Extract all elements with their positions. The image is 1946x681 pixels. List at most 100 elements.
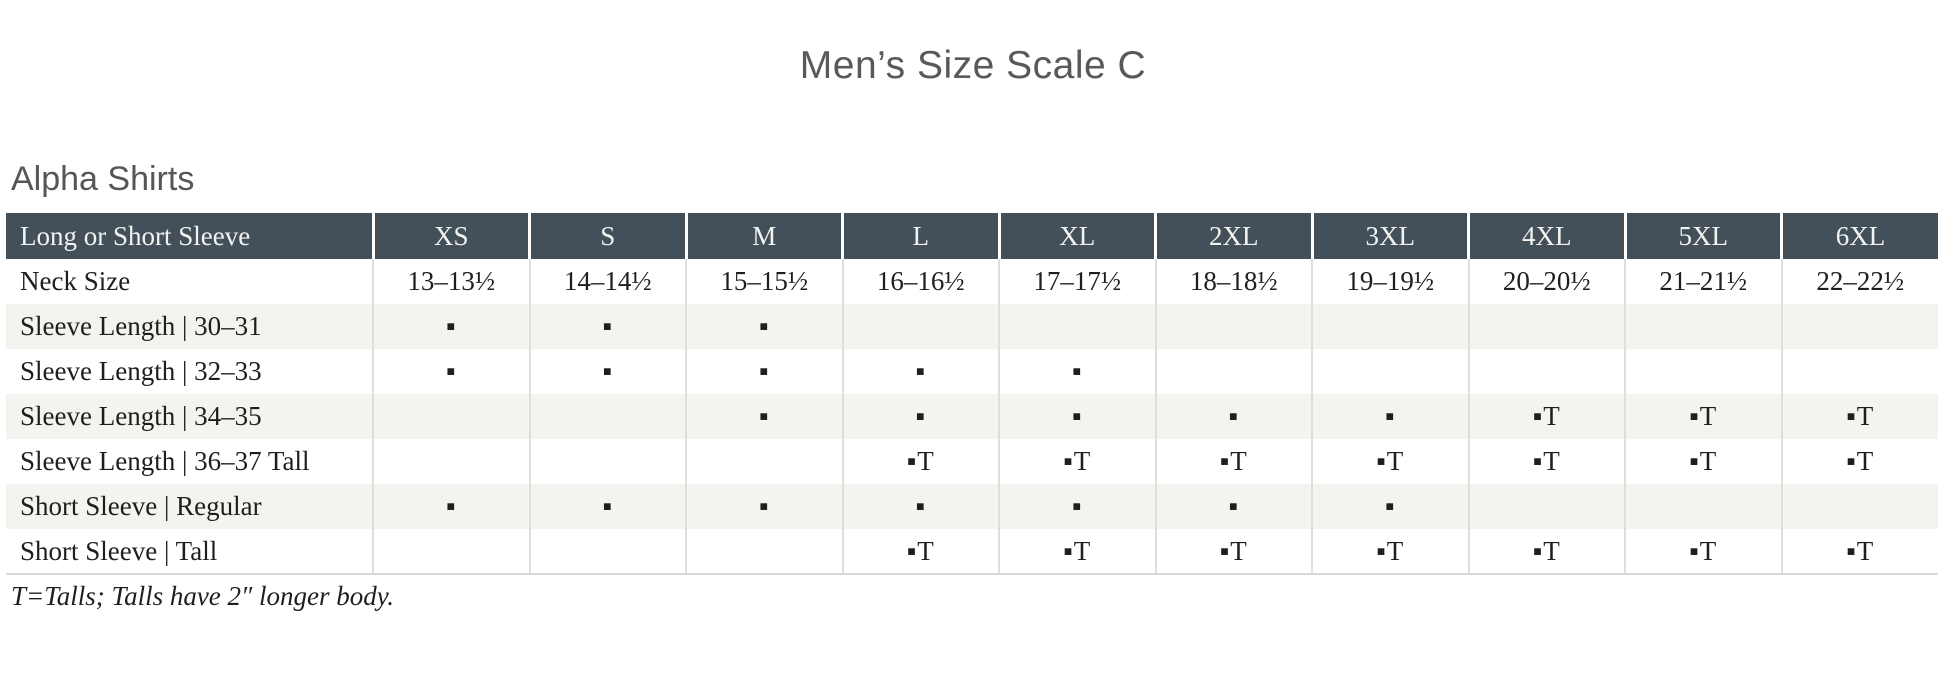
availability-mark-cell: ▪ bbox=[372, 304, 530, 349]
size-value-cell bbox=[372, 439, 530, 484]
row-label: Sleeve Length | 32–33 bbox=[6, 349, 373, 394]
availability-mark-cell: ▪ bbox=[841, 394, 999, 439]
availability-mark-cell: ▪ bbox=[685, 484, 843, 529]
size-value-cell bbox=[998, 304, 1156, 349]
row-label: Neck Size bbox=[6, 259, 373, 304]
header-cell-xs: XS bbox=[371, 213, 530, 259]
footnote: T=Talls; Talls have 2″ longer body. bbox=[11, 581, 395, 611]
availability-mark-cell: ▪T bbox=[1154, 439, 1312, 484]
size-value-cell bbox=[1154, 349, 1312, 394]
availability-mark-cell: ▪T bbox=[1780, 529, 1938, 575]
size-value-cell bbox=[685, 439, 843, 484]
size-value-cell: 15–15½ bbox=[685, 259, 843, 304]
size-value-cell bbox=[685, 529, 843, 575]
availability-mark-cell: ▪ bbox=[998, 394, 1156, 439]
size-value-cell bbox=[528, 394, 686, 439]
size-value-cell: 13–13½ bbox=[372, 259, 530, 304]
size-value-cell bbox=[372, 394, 530, 439]
availability-mark-cell: ▪T bbox=[841, 529, 999, 575]
table-row-sleeve-length-34-35: Sleeve Length | 34–35 ▪ ▪ ▪ ▪ ▪ ▪T ▪T ▪T bbox=[6, 394, 1938, 439]
size-value-cell bbox=[1780, 349, 1938, 394]
size-value-cell bbox=[1467, 484, 1625, 529]
header-cell-3xl: 3XL bbox=[1310, 213, 1469, 259]
availability-mark-cell: ▪ bbox=[685, 394, 843, 439]
header-cell-long-or-short-sleeve: Long or Short Sleeve bbox=[6, 213, 373, 259]
size-value-cell bbox=[1624, 484, 1782, 529]
availability-mark-cell: ▪T bbox=[1311, 439, 1469, 484]
size-value-cell bbox=[1154, 304, 1312, 349]
availability-mark-cell: ▪ bbox=[1154, 394, 1312, 439]
availability-mark-cell: ▪ bbox=[841, 484, 999, 529]
row-label: Short Sleeve | Regular bbox=[6, 484, 373, 529]
size-value-cell bbox=[1467, 349, 1625, 394]
availability-mark-cell: ▪T bbox=[1467, 439, 1625, 484]
header-cell-xl: XL bbox=[997, 213, 1156, 259]
section-heading-alpha-shirts: Alpha Shirts bbox=[11, 160, 195, 198]
size-value-cell bbox=[1624, 304, 1782, 349]
availability-mark-cell: ▪T bbox=[1311, 529, 1469, 575]
size-value-cell: 14–14½ bbox=[528, 259, 686, 304]
availability-mark-cell: ▪ bbox=[528, 304, 686, 349]
availability-mark-cell: ▪ bbox=[528, 349, 686, 394]
header-cell-6xl: 6XL bbox=[1780, 213, 1938, 259]
availability-mark-cell: ▪ bbox=[1311, 484, 1469, 529]
row-label: Short Sleeve | Tall bbox=[6, 529, 373, 575]
availability-mark-cell: ▪T bbox=[1154, 529, 1312, 575]
size-value-cell bbox=[1624, 349, 1782, 394]
availability-mark-cell: ▪T bbox=[998, 529, 1156, 575]
table-header-row: Long or Short Sleeve XS S M L XL 2XL 3XL 4XL 5XL 6… bbox=[6, 213, 1938, 259]
availability-mark-cell: ▪T bbox=[1624, 529, 1782, 575]
availability-mark-cell: ▪T bbox=[1467, 394, 1625, 439]
size-value-cell: 20–20½ bbox=[1467, 259, 1625, 304]
header-cell-s: S bbox=[528, 213, 686, 259]
row-label: Sleeve Length | 30–31 bbox=[6, 304, 373, 349]
size-value-cell bbox=[841, 304, 999, 349]
size-value-cell: 21–21½ bbox=[1624, 259, 1782, 304]
availability-mark-cell: ▪ bbox=[841, 349, 999, 394]
availability-mark-cell: ▪T bbox=[841, 439, 999, 484]
row-label: Sleeve Length | 34–35 bbox=[6, 394, 373, 439]
page-title: Men’s Size Scale C bbox=[799, 44, 1147, 87]
header-cell-l: L bbox=[841, 213, 999, 259]
size-value-cell bbox=[372, 529, 530, 575]
size-value-cell bbox=[1780, 484, 1938, 529]
table-row-short-sleeve-tall: Short Sleeve | Tall ▪T ▪T ▪T ▪T ▪T ▪T ▪T bbox=[6, 529, 1938, 575]
availability-mark-cell: ▪ bbox=[685, 349, 843, 394]
size-value-cell bbox=[528, 439, 686, 484]
availability-mark-cell: ▪ bbox=[528, 484, 686, 529]
size-value-cell bbox=[1467, 304, 1625, 349]
table-row-sleeve-length-32-33: Sleeve Length | 32–33 ▪ ▪ ▪ ▪ ▪ bbox=[6, 349, 1938, 394]
size-value-cell bbox=[1780, 304, 1938, 349]
size-value-cell bbox=[1311, 304, 1469, 349]
size-value-cell bbox=[1311, 349, 1469, 394]
table-row-neck-size: Neck Size 13–13½ 14–14½ 15–15½ 16–16½ 17–17½ 1… bbox=[6, 259, 1938, 304]
availability-mark-cell: ▪T bbox=[998, 439, 1156, 484]
size-value-cell bbox=[528, 529, 686, 575]
availability-mark-cell: ▪ bbox=[372, 349, 530, 394]
header-cell-2xl: 2XL bbox=[1154, 213, 1312, 259]
availability-mark-cell: ▪T bbox=[1624, 394, 1782, 439]
alpha-shirts-size-table: Long or Short Sleeve XS S M L XL 2XL 3XL 4XL 5XL 6… bbox=[6, 213, 1938, 575]
table-row-sleeve-length-30-31: Sleeve Length | 30–31 ▪ ▪ ▪ bbox=[6, 304, 1938, 349]
table-row-short-sleeve-regular: Short Sleeve | Regular ▪ ▪ ▪ ▪ ▪ ▪ ▪ bbox=[6, 484, 1938, 529]
size-value-cell: 22–22½ bbox=[1780, 259, 1938, 304]
size-value-cell: 18–18½ bbox=[1154, 259, 1312, 304]
size-value-cell: 16–16½ bbox=[841, 259, 999, 304]
table-row-sleeve-length-36-37-tall: Sleeve Length | 36–37 Tall ▪T ▪T ▪T ▪T ▪T ▪T ▪T bbox=[6, 439, 1938, 484]
availability-mark-cell: ▪ bbox=[685, 304, 843, 349]
availability-mark-cell: ▪ bbox=[1154, 484, 1312, 529]
availability-mark-cell: ▪ bbox=[372, 484, 530, 529]
row-label: Sleeve Length | 36–37 Tall bbox=[6, 439, 373, 484]
size-value-cell: 17–17½ bbox=[998, 259, 1156, 304]
availability-mark-cell: ▪ bbox=[998, 349, 1156, 394]
header-cell-4xl: 4XL bbox=[1467, 213, 1625, 259]
availability-mark-cell: ▪ bbox=[998, 484, 1156, 529]
size-value-cell: 19–19½ bbox=[1311, 259, 1469, 304]
availability-mark-cell: ▪T bbox=[1467, 529, 1625, 575]
header-cell-m: M bbox=[684, 213, 843, 259]
availability-mark-cell: ▪T bbox=[1624, 439, 1782, 484]
availability-mark-cell: ▪T bbox=[1780, 394, 1938, 439]
availability-mark-cell: ▪ bbox=[1311, 394, 1469, 439]
header-cell-5xl: 5XL bbox=[1623, 213, 1782, 259]
